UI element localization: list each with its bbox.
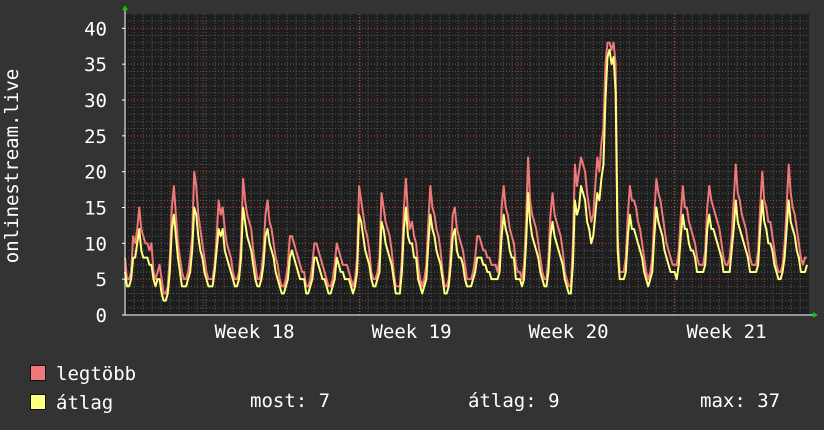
- x-tick-label: Week 20: [528, 321, 608, 343]
- legend-swatch-avg: [30, 394, 46, 410]
- axes: [122, 5, 818, 318]
- series-line-avg: [124, 48, 808, 302]
- legend-label-avg: átlag: [56, 392, 114, 414]
- x-tick-label: Week 18: [214, 321, 294, 343]
- y-tick-label: 20: [84, 162, 107, 184]
- x-axis-arrow: [813, 312, 818, 318]
- legend-item-max: legtöbb: [30, 364, 136, 384]
- y-tick-labels: 0 5 10 15 20 25 30 35 40: [84, 18, 107, 327]
- stat-max: max: 37: [700, 390, 781, 412]
- legend-label-max: legtöbb: [56, 363, 137, 385]
- y-tick-label: 10: [84, 233, 107, 255]
- x-tick-label: Week 19: [371, 321, 451, 343]
- x-tick-labels: Week 18 Week 19 Week 20 Week 21: [214, 321, 766, 343]
- y-tick-label: 40: [84, 18, 107, 40]
- legend-item-avg: átlag: [30, 393, 113, 413]
- y-tick-label: 35: [84, 54, 107, 76]
- y-axis-arrow: [122, 5, 128, 10]
- stat-average: átlag: 9: [468, 390, 560, 412]
- grid-lines: [125, 14, 809, 315]
- y-tick-label: 25: [84, 126, 107, 148]
- y-tick-label: 5: [96, 269, 107, 291]
- stat-now: most: 7: [250, 390, 331, 412]
- y-tick-label: 15: [84, 198, 107, 220]
- legend-swatch-max: [30, 365, 46, 381]
- x-tick-label: Week 21: [686, 321, 766, 343]
- y-tick-label: 30: [84, 90, 107, 112]
- y-tick-label: 0: [96, 305, 107, 327]
- y-axis-label: onlinestream.live: [1, 69, 23, 263]
- series-lines: [124, 41, 808, 302]
